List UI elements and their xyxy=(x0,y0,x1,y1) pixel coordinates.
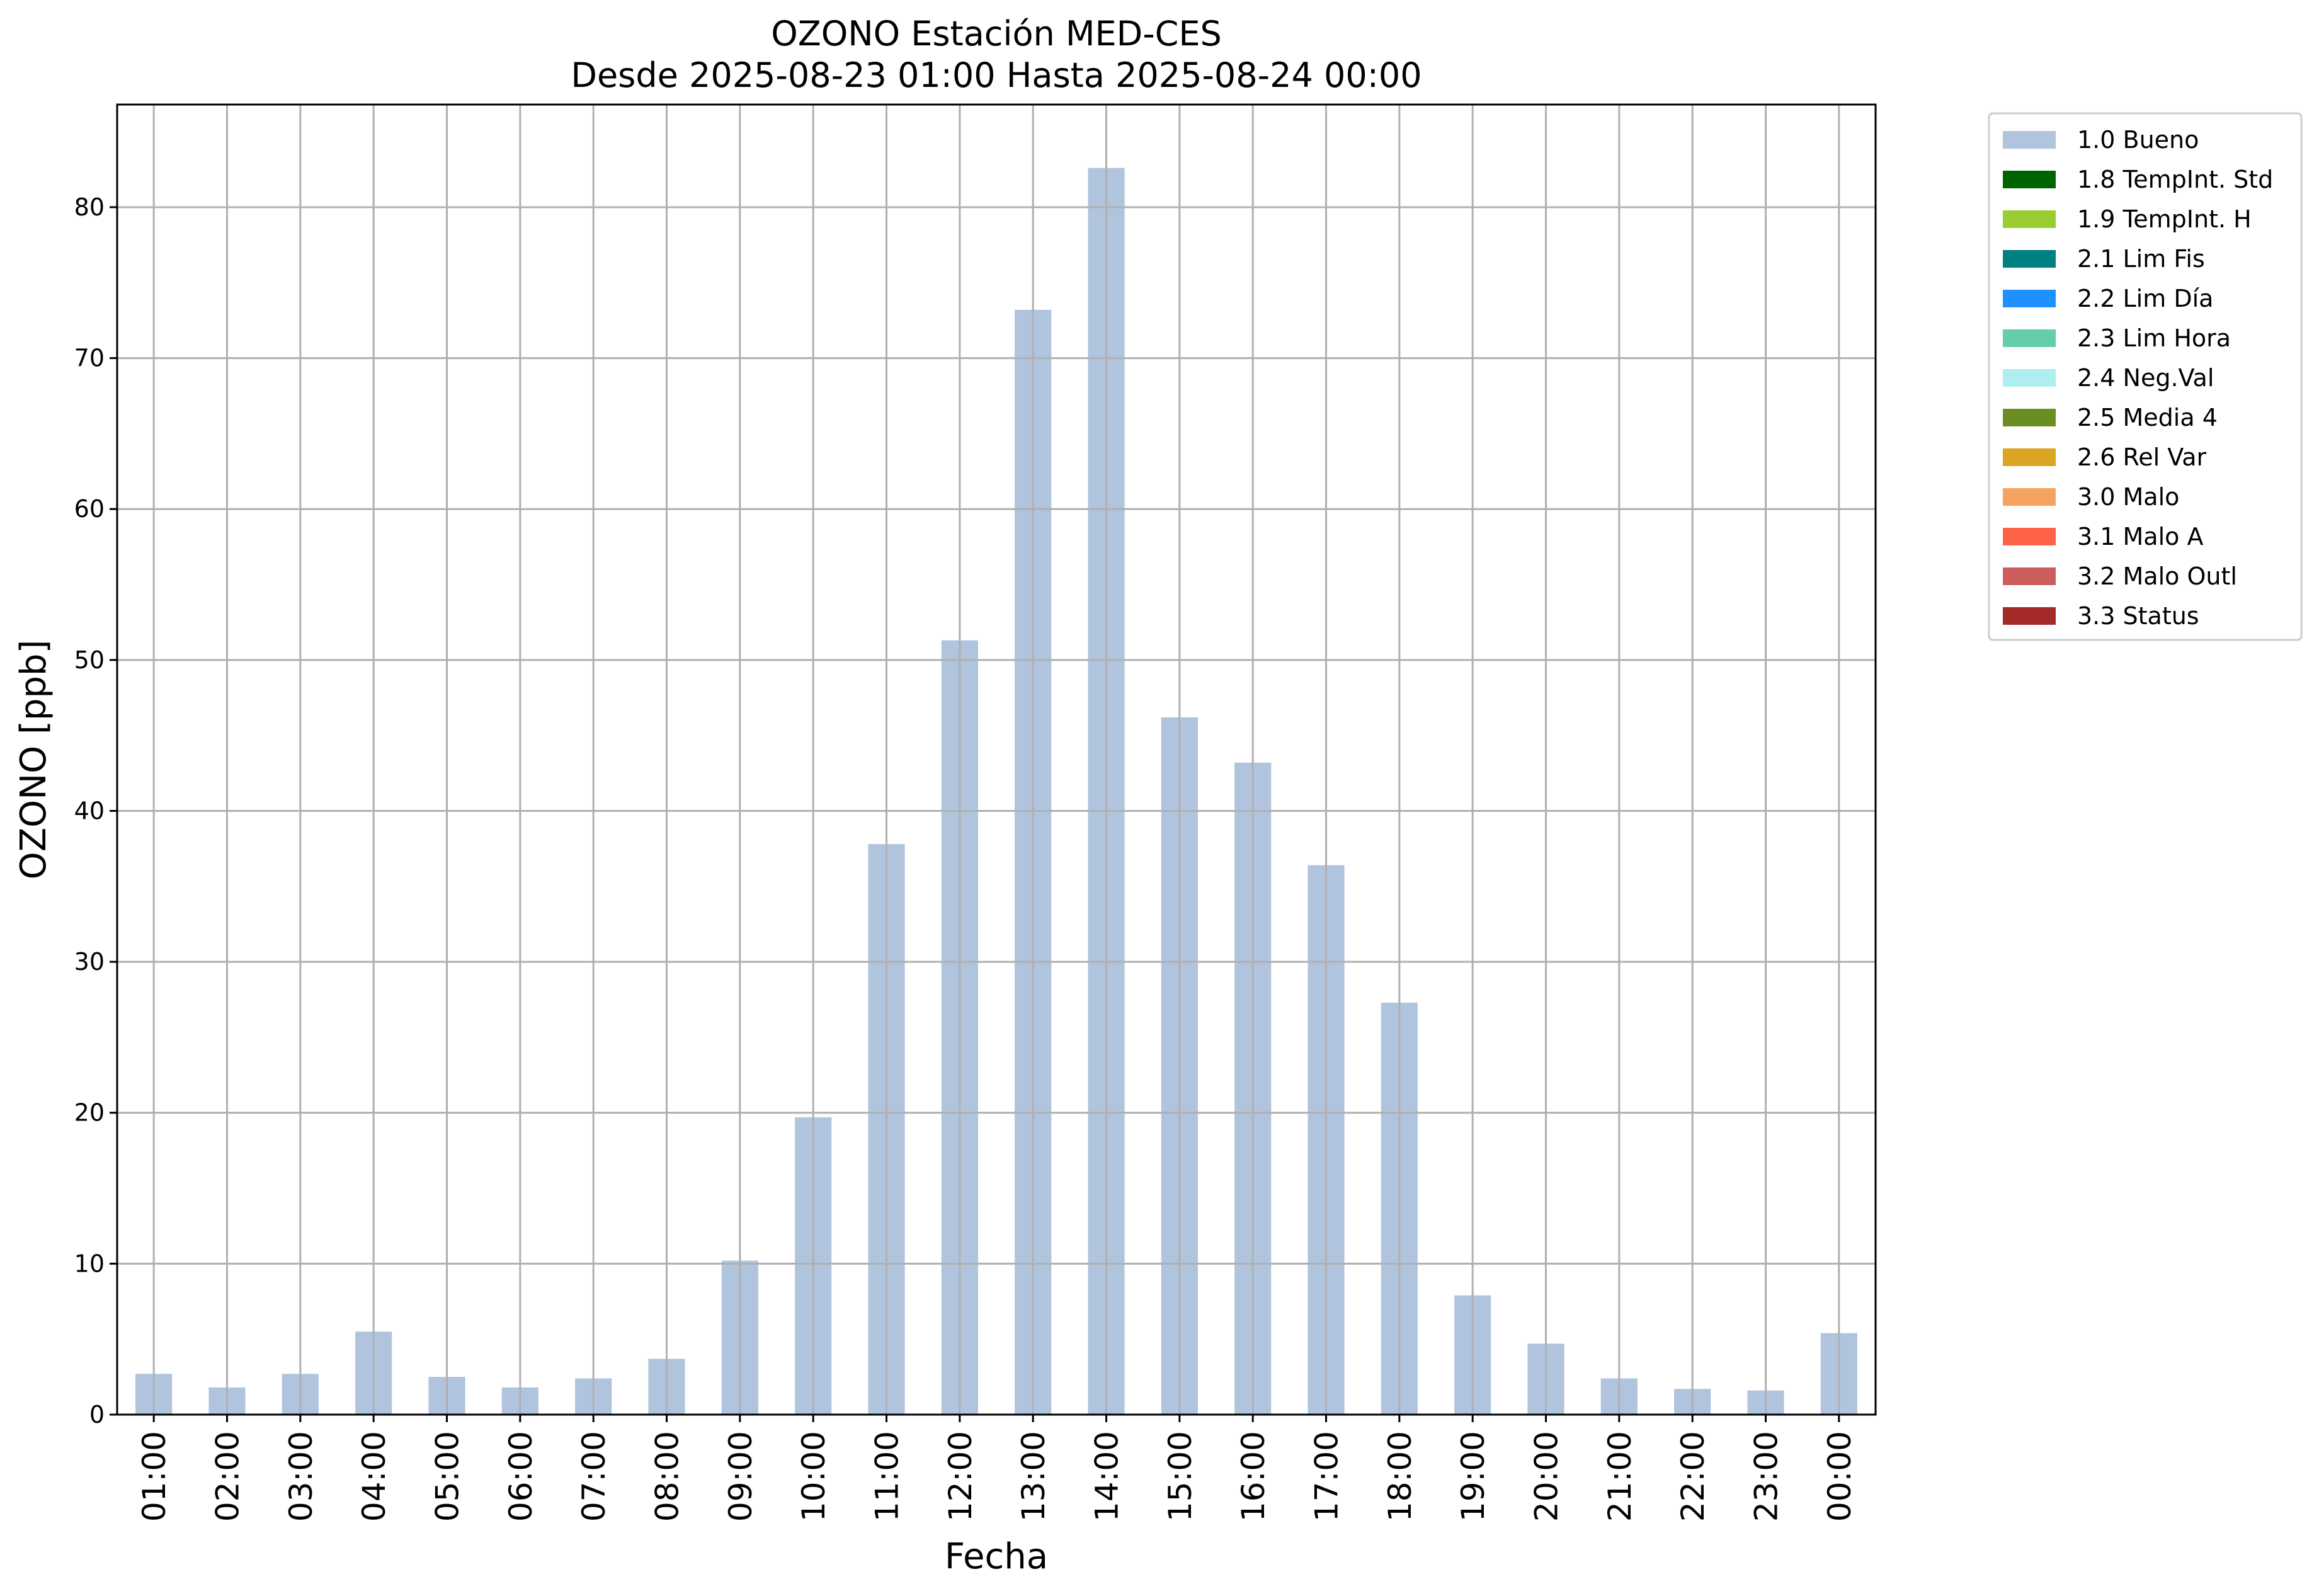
x-tick-label: 09:00 xyxy=(722,1431,759,1522)
y-tick-label: 80 xyxy=(74,193,105,221)
x-tick-label: 22:00 xyxy=(1675,1431,1711,1522)
legend-label: 2.1 Lim Fis xyxy=(2077,245,2205,273)
legend-swatch xyxy=(2003,369,2056,387)
legend-swatch xyxy=(2003,290,2056,307)
legend-label: 1.9 TempInt. H xyxy=(2077,205,2252,233)
x-tick-label: 23:00 xyxy=(1748,1431,1785,1522)
chart-subtitle: Desde 2025-08-23 01:00 Hasta 2025-08-24 … xyxy=(571,55,1422,95)
legend-swatch xyxy=(2003,131,2056,149)
legend-label: 3.3 Status xyxy=(2077,602,2199,630)
y-tick-label: 70 xyxy=(74,345,105,372)
legend-swatch xyxy=(2003,528,2056,545)
x-tick-label: 12:00 xyxy=(942,1431,979,1522)
y-tick-label: 0 xyxy=(89,1401,105,1428)
x-tick-label: 18:00 xyxy=(1382,1431,1418,1522)
x-tick-label: 00:00 xyxy=(1821,1431,1858,1522)
legend-swatch xyxy=(2003,329,2056,347)
legend-label: 3.2 Malo Outl xyxy=(2077,562,2237,590)
legend-swatch xyxy=(2003,607,2056,625)
legend-swatch xyxy=(2003,210,2056,228)
x-tick-label: 04:00 xyxy=(356,1431,392,1522)
y-axis-ticks: 0 10 20 30 40 50 60 70 80 xyxy=(74,193,117,1428)
legend-label: 2.5 Media 4 xyxy=(2077,404,2218,431)
legend-swatch xyxy=(2003,448,2056,466)
legend-swatch xyxy=(2003,171,2056,188)
chart-title: OZONO Estación MED-CES xyxy=(771,14,1222,54)
x-tick-label: 03:00 xyxy=(283,1431,319,1522)
x-axis-ticks: 01:00 02:00 03:00 04:00 05:00 06:00 07:00 08:00… xyxy=(136,1415,1858,1522)
legend-label: 1.0 Bueno xyxy=(2077,126,2199,154)
x-tick-label: 06:00 xyxy=(503,1431,539,1522)
legend-swatch xyxy=(2003,567,2056,585)
y-tick-label: 20 xyxy=(74,1099,105,1127)
y-axis-label: OZONO [ppb] xyxy=(13,640,54,880)
x-tick-label: 19:00 xyxy=(1455,1431,1491,1522)
x-tick-label: 16:00 xyxy=(1235,1431,1272,1522)
legend: 1.0 Bueno 1.8 TempInt. Std 1.9 TempInt. H 2… xyxy=(1988,112,2303,641)
x-tick-label: 10:00 xyxy=(795,1431,832,1522)
x-tick-label: 02:00 xyxy=(210,1431,246,1522)
y-tick-label: 60 xyxy=(74,495,105,523)
y-tick-label: 50 xyxy=(74,646,105,674)
x-tick-label: 21:00 xyxy=(1602,1431,1638,1522)
x-tick-label: 20:00 xyxy=(1529,1431,1565,1522)
legend-swatch xyxy=(2003,250,2056,268)
legend-label: 2.4 Neg.Val xyxy=(2077,364,2214,392)
x-tick-label: 13:00 xyxy=(1015,1431,1052,1522)
x-tick-label: 17:00 xyxy=(1309,1431,1345,1522)
legend-swatch xyxy=(2003,409,2056,426)
x-tick-label: 08:00 xyxy=(649,1431,686,1522)
legend-label: 3.0 Malo xyxy=(2077,483,2179,511)
y-tick-label: 30 xyxy=(74,948,105,976)
x-tick-label: 15:00 xyxy=(1162,1431,1199,1522)
grid xyxy=(117,105,1876,1416)
legend-label: 2.6 Rel Var xyxy=(2077,443,2207,471)
legend-box xyxy=(1988,112,2303,641)
x-tick-label: 14:00 xyxy=(1089,1431,1125,1522)
legend-label: 3.1 Malo A xyxy=(2077,523,2203,550)
x-tick-label: 07:00 xyxy=(576,1431,612,1522)
x-tick-label: 01:00 xyxy=(136,1431,173,1522)
x-axis-label: Fecha xyxy=(945,1536,1048,1577)
legend-label: 2.3 Lim Hora xyxy=(2077,324,2231,352)
plot-frame xyxy=(116,103,1877,1416)
y-tick-label: 10 xyxy=(74,1250,105,1277)
legend-label: 2.2 Lim Día xyxy=(2077,285,2213,312)
legend-label: 1.8 TempInt. Std xyxy=(2077,166,2273,193)
legend-swatch xyxy=(2003,488,2056,506)
x-tick-label: 11:00 xyxy=(869,1431,906,1522)
x-tick-label: 05:00 xyxy=(430,1431,466,1522)
y-tick-label: 40 xyxy=(74,797,105,824)
